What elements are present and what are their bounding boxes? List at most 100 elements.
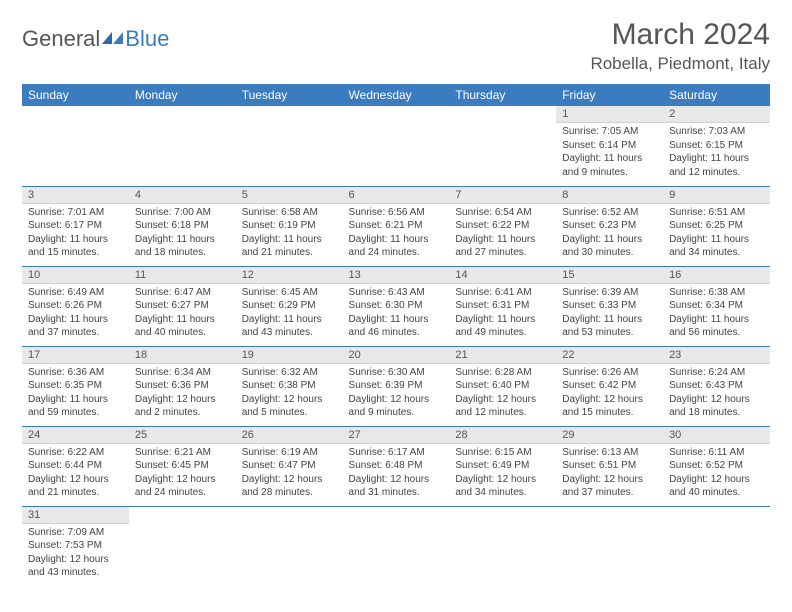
sunrise-text: Sunrise: 6:34 AM bbox=[135, 366, 230, 380]
calendar-cell bbox=[236, 506, 343, 586]
daylight-text: Daylight: 11 hours and 40 minutes. bbox=[135, 313, 230, 340]
day-content: Sunrise: 6:19 AMSunset: 6:47 PMDaylight:… bbox=[236, 444, 343, 504]
day-content: Sunrise: 6:45 AMSunset: 6:29 PMDaylight:… bbox=[236, 284, 343, 344]
calendar-cell: 13Sunrise: 6:43 AMSunset: 6:30 PMDayligh… bbox=[343, 266, 450, 346]
daylight-text: Daylight: 12 hours and 12 minutes. bbox=[455, 393, 550, 420]
sunrise-text: Sunrise: 6:54 AM bbox=[455, 206, 550, 220]
sunrise-text: Sunrise: 7:09 AM bbox=[28, 526, 123, 540]
sunrise-text: Sunrise: 7:03 AM bbox=[669, 125, 764, 139]
day-content: Sunrise: 6:28 AMSunset: 6:40 PMDaylight:… bbox=[449, 364, 556, 424]
sunset-text: Sunset: 6:51 PM bbox=[562, 459, 657, 473]
calendar-cell: 2Sunrise: 7:03 AMSunset: 6:15 PMDaylight… bbox=[663, 106, 770, 186]
sunset-text: Sunset: 6:25 PM bbox=[669, 219, 764, 233]
day-number: 1 bbox=[556, 106, 663, 123]
weekday-header: Saturday bbox=[663, 84, 770, 106]
day-number: 12 bbox=[236, 267, 343, 284]
day-content: Sunrise: 6:52 AMSunset: 6:23 PMDaylight:… bbox=[556, 204, 663, 264]
calendar-cell bbox=[663, 506, 770, 586]
sunrise-text: Sunrise: 6:30 AM bbox=[349, 366, 444, 380]
calendar-cell: 1Sunrise: 7:05 AMSunset: 6:14 PMDaylight… bbox=[556, 106, 663, 186]
calendar-cell: 30Sunrise: 6:11 AMSunset: 6:52 PMDayligh… bbox=[663, 426, 770, 506]
calendar-cell bbox=[236, 106, 343, 186]
calendar-cell: 31Sunrise: 7:09 AMSunset: 7:53 PMDayligh… bbox=[22, 506, 129, 586]
day-content: Sunrise: 6:30 AMSunset: 6:39 PMDaylight:… bbox=[343, 364, 450, 424]
calendar-cell bbox=[22, 106, 129, 186]
daylight-text: Daylight: 12 hours and 9 minutes. bbox=[349, 393, 444, 420]
day-content: Sunrise: 7:01 AMSunset: 6:17 PMDaylight:… bbox=[22, 204, 129, 264]
calendar-row: 10Sunrise: 6:49 AMSunset: 6:26 PMDayligh… bbox=[22, 266, 770, 346]
sunrise-text: Sunrise: 6:11 AM bbox=[669, 446, 764, 460]
calendar-table: Sunday Monday Tuesday Wednesday Thursday… bbox=[22, 84, 770, 586]
sunrise-text: Sunrise: 6:56 AM bbox=[349, 206, 444, 220]
sunrise-text: Sunrise: 6:22 AM bbox=[28, 446, 123, 460]
sunrise-text: Sunrise: 6:17 AM bbox=[349, 446, 444, 460]
sunset-text: Sunset: 6:35 PM bbox=[28, 379, 123, 393]
day-content: Sunrise: 6:38 AMSunset: 6:34 PMDaylight:… bbox=[663, 284, 770, 344]
day-content: Sunrise: 6:21 AMSunset: 6:45 PMDaylight:… bbox=[129, 444, 236, 504]
calendar-cell: 26Sunrise: 6:19 AMSunset: 6:47 PMDayligh… bbox=[236, 426, 343, 506]
daylight-text: Daylight: 12 hours and 28 minutes. bbox=[242, 473, 337, 500]
daylight-text: Daylight: 11 hours and 30 minutes. bbox=[562, 233, 657, 260]
day-content: Sunrise: 6:17 AMSunset: 6:48 PMDaylight:… bbox=[343, 444, 450, 504]
day-content: Sunrise: 6:11 AMSunset: 6:52 PMDaylight:… bbox=[663, 444, 770, 504]
sunset-text: Sunset: 6:52 PM bbox=[669, 459, 764, 473]
daylight-text: Daylight: 12 hours and 31 minutes. bbox=[349, 473, 444, 500]
day-number: 14 bbox=[449, 267, 556, 284]
day-content: Sunrise: 6:26 AMSunset: 6:42 PMDaylight:… bbox=[556, 364, 663, 424]
sunrise-text: Sunrise: 6:36 AM bbox=[28, 366, 123, 380]
calendar-cell: 17Sunrise: 6:36 AMSunset: 6:35 PMDayligh… bbox=[22, 346, 129, 426]
day-content: Sunrise: 6:41 AMSunset: 6:31 PMDaylight:… bbox=[449, 284, 556, 344]
day-number: 13 bbox=[343, 267, 450, 284]
day-content: Sunrise: 6:34 AMSunset: 6:36 PMDaylight:… bbox=[129, 364, 236, 424]
day-number: 18 bbox=[129, 347, 236, 364]
daylight-text: Daylight: 11 hours and 59 minutes. bbox=[28, 393, 123, 420]
weekday-header: Wednesday bbox=[343, 84, 450, 106]
sunrise-text: Sunrise: 6:43 AM bbox=[349, 286, 444, 300]
day-number: 23 bbox=[663, 347, 770, 364]
daylight-text: Daylight: 12 hours and 43 minutes. bbox=[28, 553, 123, 580]
sunset-text: Sunset: 6:48 PM bbox=[349, 459, 444, 473]
calendar-row: 1Sunrise: 7:05 AMSunset: 6:14 PMDaylight… bbox=[22, 106, 770, 186]
sunset-text: Sunset: 6:43 PM bbox=[669, 379, 764, 393]
sunset-text: Sunset: 6:33 PM bbox=[562, 299, 657, 313]
day-number: 5 bbox=[236, 187, 343, 204]
daylight-text: Daylight: 11 hours and 15 minutes. bbox=[28, 233, 123, 260]
weekday-header: Friday bbox=[556, 84, 663, 106]
sunset-text: Sunset: 6:34 PM bbox=[669, 299, 764, 313]
day-number: 26 bbox=[236, 427, 343, 444]
calendar-row: 31Sunrise: 7:09 AMSunset: 7:53 PMDayligh… bbox=[22, 506, 770, 586]
daylight-text: Daylight: 12 hours and 18 minutes. bbox=[669, 393, 764, 420]
daylight-text: Daylight: 11 hours and 24 minutes. bbox=[349, 233, 444, 260]
daylight-text: Daylight: 11 hours and 56 minutes. bbox=[669, 313, 764, 340]
sunset-text: Sunset: 6:39 PM bbox=[349, 379, 444, 393]
daylight-text: Daylight: 12 hours and 34 minutes. bbox=[455, 473, 550, 500]
sunrise-text: Sunrise: 6:39 AM bbox=[562, 286, 657, 300]
sunrise-text: Sunrise: 6:52 AM bbox=[562, 206, 657, 220]
sunset-text: Sunset: 6:18 PM bbox=[135, 219, 230, 233]
calendar-cell bbox=[343, 506, 450, 586]
sunset-text: Sunset: 6:21 PM bbox=[349, 219, 444, 233]
day-number: 19 bbox=[236, 347, 343, 364]
sunset-text: Sunset: 6:44 PM bbox=[28, 459, 123, 473]
day-number: 10 bbox=[22, 267, 129, 284]
calendar-row: 17Sunrise: 6:36 AMSunset: 6:35 PMDayligh… bbox=[22, 346, 770, 426]
calendar-cell: 4Sunrise: 7:00 AMSunset: 6:18 PMDaylight… bbox=[129, 186, 236, 266]
sunrise-text: Sunrise: 6:38 AM bbox=[669, 286, 764, 300]
calendar-cell bbox=[343, 106, 450, 186]
calendar-cell: 14Sunrise: 6:41 AMSunset: 6:31 PMDayligh… bbox=[449, 266, 556, 346]
calendar-cell: 25Sunrise: 6:21 AMSunset: 6:45 PMDayligh… bbox=[129, 426, 236, 506]
day-number: 8 bbox=[556, 187, 663, 204]
weekday-header-row: Sunday Monday Tuesday Wednesday Thursday… bbox=[22, 84, 770, 106]
sunrise-text: Sunrise: 7:00 AM bbox=[135, 206, 230, 220]
day-number: 28 bbox=[449, 427, 556, 444]
day-number: 29 bbox=[556, 427, 663, 444]
daylight-text: Daylight: 11 hours and 9 minutes. bbox=[562, 152, 657, 179]
calendar-cell bbox=[556, 506, 663, 586]
day-number: 4 bbox=[129, 187, 236, 204]
daylight-text: Daylight: 11 hours and 49 minutes. bbox=[455, 313, 550, 340]
daylight-text: Daylight: 11 hours and 46 minutes. bbox=[349, 313, 444, 340]
day-content: Sunrise: 6:49 AMSunset: 6:26 PMDaylight:… bbox=[22, 284, 129, 344]
sunset-text: Sunset: 6:40 PM bbox=[455, 379, 550, 393]
sunset-text: Sunset: 7:53 PM bbox=[28, 539, 123, 553]
day-number: 3 bbox=[22, 187, 129, 204]
